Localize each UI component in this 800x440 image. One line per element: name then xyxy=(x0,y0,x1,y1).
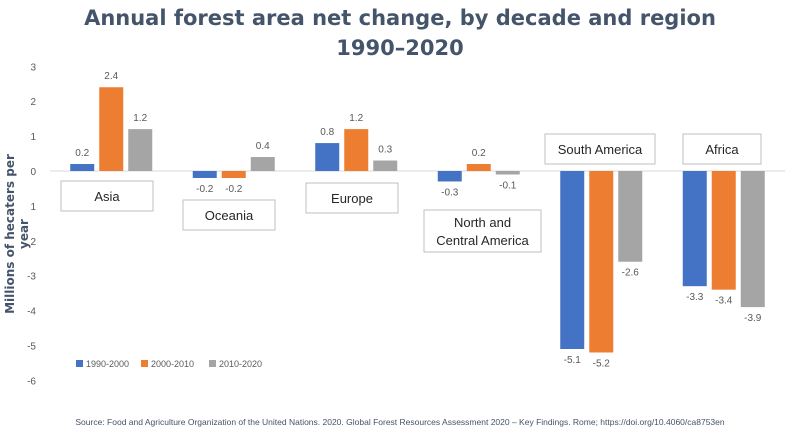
data-label: -0.2 xyxy=(225,184,243,195)
bar xyxy=(711,171,736,290)
region-label-text: Africa xyxy=(705,142,739,157)
region-label: Africa xyxy=(682,133,762,165)
legend-label: 2000-2010 xyxy=(151,359,194,369)
data-label: 0.8 xyxy=(320,127,334,138)
source-note: Source: Food and Agriculture Organizatio… xyxy=(75,417,725,427)
region-label: North and Central America xyxy=(423,209,542,253)
bar xyxy=(618,171,643,262)
legend-swatch xyxy=(141,360,148,367)
bars xyxy=(70,87,765,353)
y-tick-label: 3 xyxy=(30,62,36,73)
region-label-box xyxy=(423,209,542,253)
bar xyxy=(437,171,462,182)
chart-title: Annual forest area net change, by decade… xyxy=(84,6,716,30)
region-label-text: Asia xyxy=(94,189,120,204)
data-label: 2.4 xyxy=(104,71,118,82)
bar xyxy=(495,171,520,175)
bar xyxy=(466,164,491,171)
legend-swatch xyxy=(76,360,83,367)
region-label-box xyxy=(305,182,399,214)
bar xyxy=(221,171,246,178)
bar xyxy=(589,171,614,353)
region-label: Asia xyxy=(60,180,154,212)
region-label-text: South America xyxy=(558,142,643,157)
y-tick-label: -5 xyxy=(27,342,36,353)
data-label: 1.2 xyxy=(349,113,363,124)
bar xyxy=(250,157,275,171)
bar xyxy=(740,171,765,308)
chart-subtitle: 1990–2020 xyxy=(336,36,464,60)
data-label: -5.1 xyxy=(564,355,582,366)
bar xyxy=(315,143,340,171)
data-label: -0.3 xyxy=(441,187,459,198)
data-label: -2.6 xyxy=(622,268,640,279)
y-tick-label: 1 xyxy=(30,132,36,143)
y-tick-label: -3 xyxy=(27,272,36,283)
data-label: 0.2 xyxy=(75,148,89,159)
region-labels: Asia Oceania Europe North and Central Americ… xyxy=(60,133,762,253)
region-label-text: Oceania xyxy=(205,208,254,223)
bar xyxy=(70,164,95,171)
y-tick-label: 2 xyxy=(30,97,36,108)
bar xyxy=(192,171,217,178)
data-label: -0.2 xyxy=(196,184,214,195)
legend-item: 1990-2000 xyxy=(76,359,129,369)
y-tick-label: -6 xyxy=(27,376,36,387)
region-label-text: Europe xyxy=(331,191,373,206)
y-axis-ticks: 3 2 1 0 1 2 -3 -4 -5 -6 xyxy=(27,62,36,387)
region-label-box xyxy=(544,133,656,165)
data-label: -3.3 xyxy=(686,292,704,303)
legend-label: 2010-2020 xyxy=(219,359,262,369)
y-tick-label: 0 xyxy=(30,167,36,178)
bar xyxy=(344,129,369,171)
region-label-box xyxy=(60,180,154,212)
data-labels: 0.2 2.4 1.2 -0.2 -0.2 0.4 0.8 1.2 0.3 -0.3 0.2 -0.1… xyxy=(75,71,762,369)
data-label: 0.2 xyxy=(472,148,486,159)
bar xyxy=(373,160,398,171)
data-label: -0.1 xyxy=(499,180,517,191)
legend-item: 2010-2020 xyxy=(209,359,262,369)
region-label-box xyxy=(182,199,276,231)
region-label: South America xyxy=(544,133,656,165)
legend-swatch xyxy=(209,360,216,367)
legend: 1990-2000 2000-2010 2010-2020 xyxy=(76,359,262,369)
y-tick-label: 2 xyxy=(30,237,36,248)
legend-label: 1990-2000 xyxy=(86,359,129,369)
region-label: Oceania xyxy=(182,199,276,231)
legend-item: 2000-2010 xyxy=(141,359,194,369)
bar xyxy=(682,171,707,287)
bar xyxy=(99,87,124,171)
region-label-text: Central America xyxy=(436,233,529,248)
data-label: 0.3 xyxy=(378,145,392,156)
y-tick-label: -4 xyxy=(27,307,36,318)
bar xyxy=(128,129,153,171)
data-label: 0.4 xyxy=(256,141,270,152)
region-label-box xyxy=(682,133,762,165)
data-label: -5.2 xyxy=(593,358,611,369)
bar xyxy=(560,171,585,349)
region-label: Europe xyxy=(305,182,399,214)
y-tick-label: 1 xyxy=(30,202,36,213)
data-label: -3.9 xyxy=(744,313,762,324)
data-label: -3.4 xyxy=(715,296,733,307)
region-label-text: North and xyxy=(454,215,511,230)
data-label: 1.2 xyxy=(133,113,147,124)
